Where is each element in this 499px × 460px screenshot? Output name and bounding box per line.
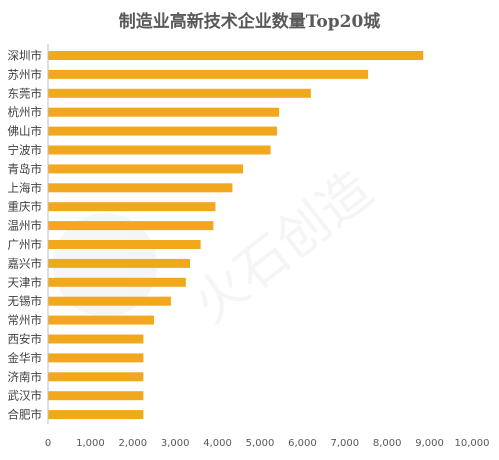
bar-16	[48, 353, 144, 363]
category-label: 青岛市	[8, 162, 43, 176]
bar-10	[48, 240, 201, 249]
category-label: 常州市	[8, 313, 43, 327]
category-label: 杭州市	[8, 105, 43, 119]
category-label: 武汉市	[8, 389, 43, 403]
category-label: 济南市	[8, 370, 43, 384]
category-label: 重庆市	[8, 200, 43, 214]
bar-7	[48, 183, 233, 193]
category-label: 西安市	[8, 332, 43, 346]
bar-11	[48, 258, 191, 268]
chart-title: 制造业高新技术企业数量Top20城	[118, 12, 381, 32]
bar-17	[48, 372, 144, 382]
bar-9	[48, 221, 214, 231]
category-label: 天津市	[8, 275, 43, 289]
x-tick-label: 3,000	[161, 438, 190, 449]
bar-19	[48, 410, 144, 420]
bar-6	[48, 164, 244, 174]
bar-12	[48, 277, 186, 287]
x-tick-label: 7,000	[330, 438, 359, 449]
category-label: 宁波市	[8, 143, 43, 157]
category-label: 无锡市	[8, 294, 43, 308]
x-tick-label: 0	[45, 438, 51, 449]
x-tick-label: 5,000	[246, 438, 275, 449]
bar-13	[48, 296, 171, 306]
category-label: 上海市	[8, 181, 43, 195]
bar-2	[48, 88, 311, 98]
bar-15	[48, 334, 144, 344]
category-label: 广州市	[8, 238, 43, 252]
category-label: 合肥市	[8, 408, 43, 422]
category-label: 苏州市	[8, 67, 43, 81]
x-tick-label: 6,000	[288, 438, 317, 449]
x-tick-label: 2,000	[118, 438, 147, 449]
bar-5	[48, 145, 271, 155]
category-label: 金华市	[8, 351, 43, 365]
bar-1	[48, 69, 369, 79]
bar-14	[48, 315, 154, 325]
bar-18	[48, 391, 144, 401]
x-tick-label: 4,000	[203, 438, 232, 449]
x-tick-label: 8,000	[373, 438, 402, 449]
category-label: 嘉兴市	[8, 256, 43, 270]
x-tick-label: 9,000	[415, 438, 444, 449]
category-label: 佛山市	[8, 124, 43, 138]
bar-3	[48, 107, 280, 117]
bar-8	[48, 202, 216, 212]
bar-4	[48, 126, 277, 136]
bar-0	[48, 51, 424, 60]
category-label: 东莞市	[8, 86, 43, 100]
category-label: 温州市	[8, 219, 43, 233]
x-tick-label: 1,000	[76, 438, 105, 449]
x-tick-label: 10,000	[455, 438, 490, 449]
category-label: 深圳市	[8, 49, 43, 63]
